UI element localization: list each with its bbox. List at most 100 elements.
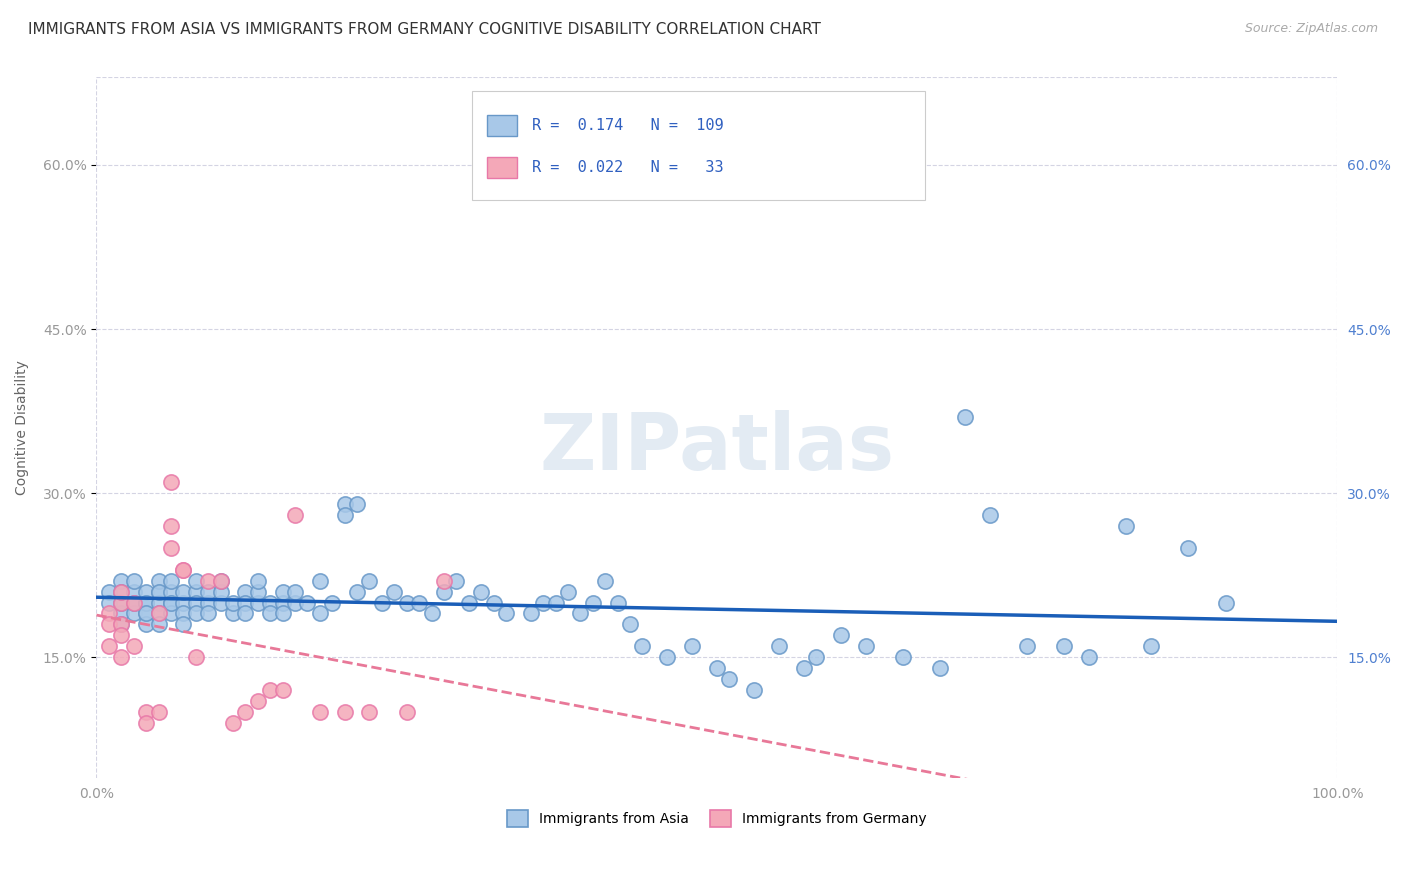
Point [222,595,245,609]
Point [172,563,194,577]
Point [122,607,145,621]
Point [420,607,443,621]
Point [657,650,679,665]
Point [97,584,120,599]
Point [768,640,790,654]
Point [160,519,183,533]
Point [470,584,492,599]
Point [135,607,157,621]
Point [235,607,257,621]
Point [333,508,356,522]
Point [110,595,132,609]
Point [259,683,281,698]
Point [148,595,170,609]
Point [582,595,605,609]
Point [1078,650,1101,665]
Point [619,617,641,632]
Point [197,584,219,599]
Point [433,574,456,588]
Point [246,574,269,588]
Point [271,607,294,621]
Point [333,497,356,511]
Point [495,607,517,621]
Point [160,595,183,609]
Point [433,584,456,599]
Text: Source: ZipAtlas.com: Source: ZipAtlas.com [1244,22,1378,36]
Point [557,584,579,599]
Point [209,584,232,599]
Point [197,607,219,621]
Point [110,628,132,642]
Point [333,705,356,719]
Point [520,607,543,621]
Text: ZIPatlas: ZIPatlas [540,410,894,486]
Point [1053,640,1076,654]
Text: R =  0.174   N =  109: R = 0.174 N = 109 [531,118,724,133]
Point [382,584,405,599]
Point [110,574,132,588]
Point [271,584,294,599]
Point [184,607,207,621]
Point [259,607,281,621]
Point [1115,519,1137,533]
Point [148,607,170,621]
Point [482,595,505,609]
Point [246,694,269,708]
Point [148,574,170,588]
Point [395,705,418,719]
Text: R =  0.022   N =   33: R = 0.022 N = 33 [531,160,724,175]
Point [110,617,132,632]
Point [1177,541,1199,555]
Point [135,595,157,609]
Point [160,595,183,609]
Point [606,595,628,609]
Point [209,574,232,588]
Point [1017,640,1039,654]
Point [593,574,616,588]
Point [160,584,183,599]
Y-axis label: Cognitive Disability: Cognitive Disability [15,360,30,495]
Point [681,640,703,654]
Point [569,607,592,621]
Point [271,595,294,609]
Point [284,595,307,609]
Point [160,607,183,621]
Point [222,607,245,621]
Point [929,661,952,675]
Point [172,563,194,577]
Point [172,607,194,621]
FancyBboxPatch shape [488,157,517,178]
Point [97,607,120,621]
Point [284,584,307,599]
Point [830,628,852,642]
Point [308,607,330,621]
Point [97,595,120,609]
Point [148,584,170,599]
Point [246,595,269,609]
Point [197,595,219,609]
Point [122,595,145,609]
Point [235,595,257,609]
Point [184,574,207,588]
Point [544,595,567,609]
Point [284,508,307,522]
Point [110,617,132,632]
Point [172,584,194,599]
Point [160,475,183,490]
Point [135,607,157,621]
Point [148,705,170,719]
Point [408,595,430,609]
Point [1140,640,1163,654]
Point [184,584,207,599]
Point [979,508,1001,522]
Point [806,650,828,665]
Point [321,595,343,609]
Point [395,595,418,609]
Point [371,595,394,609]
Point [346,584,368,599]
Point [246,584,269,599]
Point [446,574,468,588]
Point [184,650,207,665]
Point [160,574,183,588]
Point [148,607,170,621]
